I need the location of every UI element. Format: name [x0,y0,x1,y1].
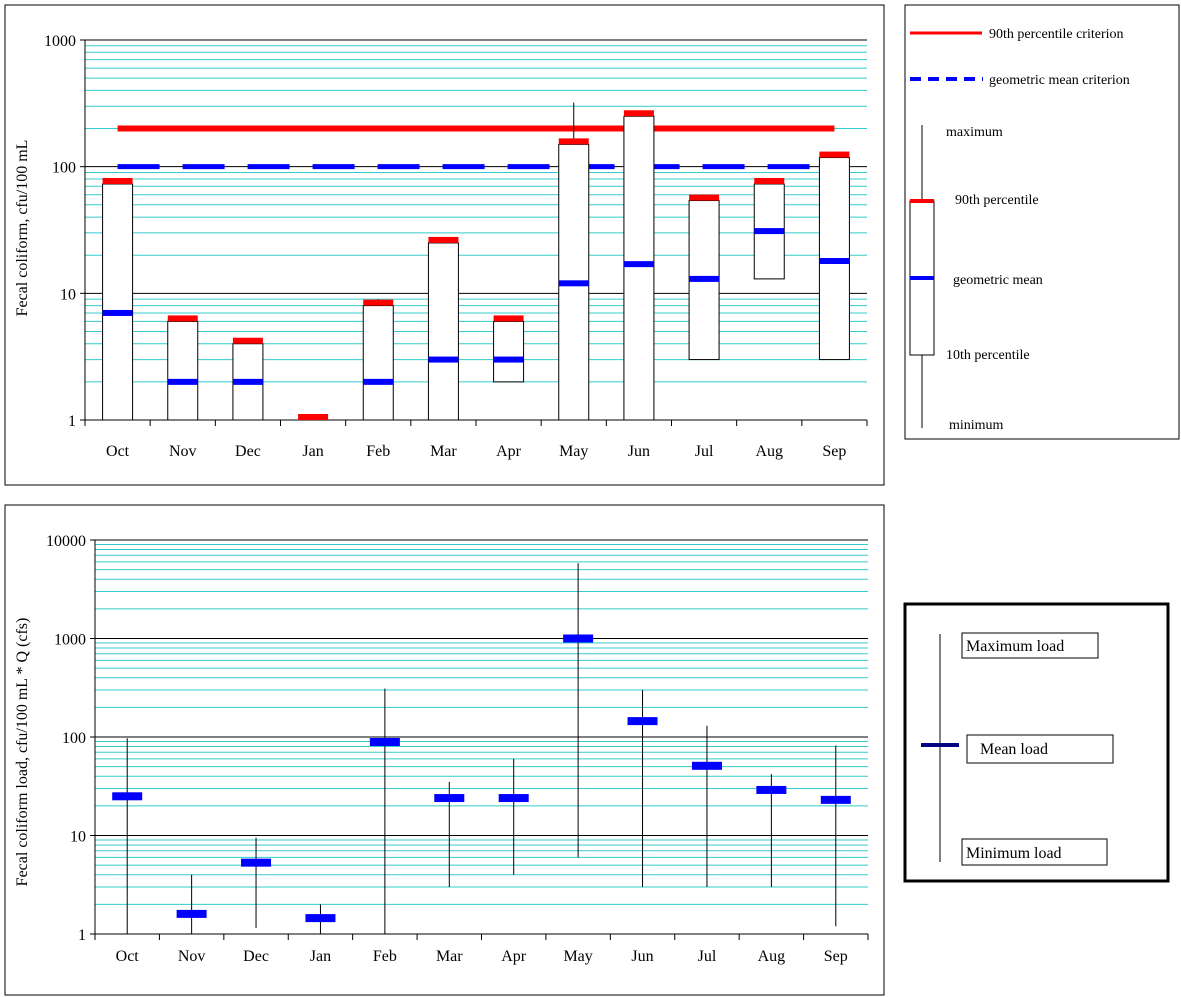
p90-marker [493,315,524,322]
top-chart-plot-area: 1 10 100 1000 Oct Nov Dec Jan Feb Mar Apr May Jun Jul… [44,33,868,460]
geomean-marker [493,356,524,363]
x-tick-label: Jan [310,948,331,965]
x-tick-label: Nov [169,443,197,460]
percentile-box [623,115,655,421]
legend-label: Maximum load [966,638,1064,655]
x-tick-label: Jul [695,443,714,460]
legend-label: maximum [946,125,1003,140]
y-tick-label: 1 [68,413,76,430]
x-tick-label: Mar [430,443,457,460]
x-tick-label: Mar [436,948,463,965]
mean-load-marker [112,792,143,801]
p90-marker [167,315,198,322]
mean-load-marker [369,737,400,746]
geomean-marker [819,257,850,264]
p90-marker [428,236,459,243]
legend-label: Mean load [980,741,1048,758]
x-tick-label: Sep [822,443,846,460]
mean-load-marker [627,717,658,726]
percentile-box [493,320,525,383]
bottom-chart-y-axis-label: Fecal coliform load, cfu/100 mL * Q (cfs… [14,618,31,887]
legend-label: Minimum load [966,845,1062,862]
top-chart-y-axis-label: Fecal coliform, cfu/100 mL [14,140,31,317]
x-tick-label: Dec [243,948,269,965]
mean-load-marker [756,785,787,794]
x-tick-label: Jun [631,948,653,965]
mean-load-marker [305,914,336,923]
legend-mean-box [966,734,1114,764]
p90-marker [298,414,329,420]
x-tick-label: Dec [235,443,261,460]
geomean-marker [689,275,720,282]
x-tick-label: May [563,948,592,965]
mean-load-marker [498,794,529,803]
legend-label: 90th percentile [955,193,1039,208]
legend-label: geometric mean [953,273,1043,288]
mean-load-marker [691,761,722,770]
top-legend: 90th percentile criterion geometric mean … [909,27,1130,433]
geomean-marker [428,356,459,363]
p90-marker [623,110,654,117]
x-tick-label: Jan [302,443,323,460]
y-tick-label: 1000 [54,632,86,649]
mean-load-marker [820,795,851,804]
legend-label: 10th percentile [946,348,1030,363]
x-tick-label: Sep [824,948,848,965]
x-tick-label: Jun [628,443,650,460]
y-tick-label: 100 [52,160,76,177]
x-tick-label: Feb [373,948,397,965]
y-tick-label: 1000 [44,33,76,50]
y-tick-label: 10 [70,829,86,846]
geomean-marker [623,261,654,268]
x-tick-label: Jul [698,948,717,965]
legend-label: minimum [949,418,1004,433]
x-tick-label: May [559,443,588,460]
geomean-marker [754,228,785,235]
legend-max-box [961,632,1099,659]
x-tick-label: Nov [178,948,206,965]
bottom-legend: Maximum load Mean load Minimum load [921,632,1114,866]
x-tick-label: Oct [106,443,130,460]
p90-marker [232,337,263,344]
top-legend-frame [904,4,1180,440]
x-tick-label: Apr [501,948,527,965]
y-tick-label: 1 [78,927,86,944]
geomean-marker [232,378,263,385]
y-tick-label: 10 [60,286,76,303]
p90-marker [689,194,720,201]
legend-label: 90th percentile criterion [989,27,1124,42]
mean-load-marker [176,909,207,918]
y-tick-label: 100 [62,730,86,747]
legend-p90-marker [910,199,934,203]
x-tick-label: Feb [366,443,390,460]
p90-marker [754,177,785,184]
x-tick-label: Oct [116,948,140,965]
p90-marker [819,151,850,158]
geomean-marker [167,378,198,385]
legend-geomean-marker [910,276,934,280]
p90-marker [363,299,394,306]
geomean-marker [102,309,133,316]
y-tick-label: 10000 [46,533,86,550]
legend-label: geometric mean criterion [989,73,1130,88]
p90-marker [558,138,589,145]
percentile-box [427,242,459,421]
bottom-chart-frame [4,504,885,996]
x-tick-label: Apr [496,443,522,460]
mean-load-marker [241,858,272,867]
percentile-box [167,320,199,421]
geomean-marker [558,280,589,287]
bottom-chart-plot-area: 1 10 100 1000 10000 Oct Nov Dec Jan Feb Mar Apr May J… [46,533,869,965]
mean-load-marker [434,794,465,803]
x-tick-label: Aug [755,443,783,460]
geomean-marker [363,378,394,385]
x-tick-label: Aug [758,948,786,965]
legend-min-box [961,838,1108,866]
percentile-box [362,305,394,421]
p90-marker [102,177,133,184]
percentile-box [102,183,134,421]
mean-load-marker [563,634,594,643]
